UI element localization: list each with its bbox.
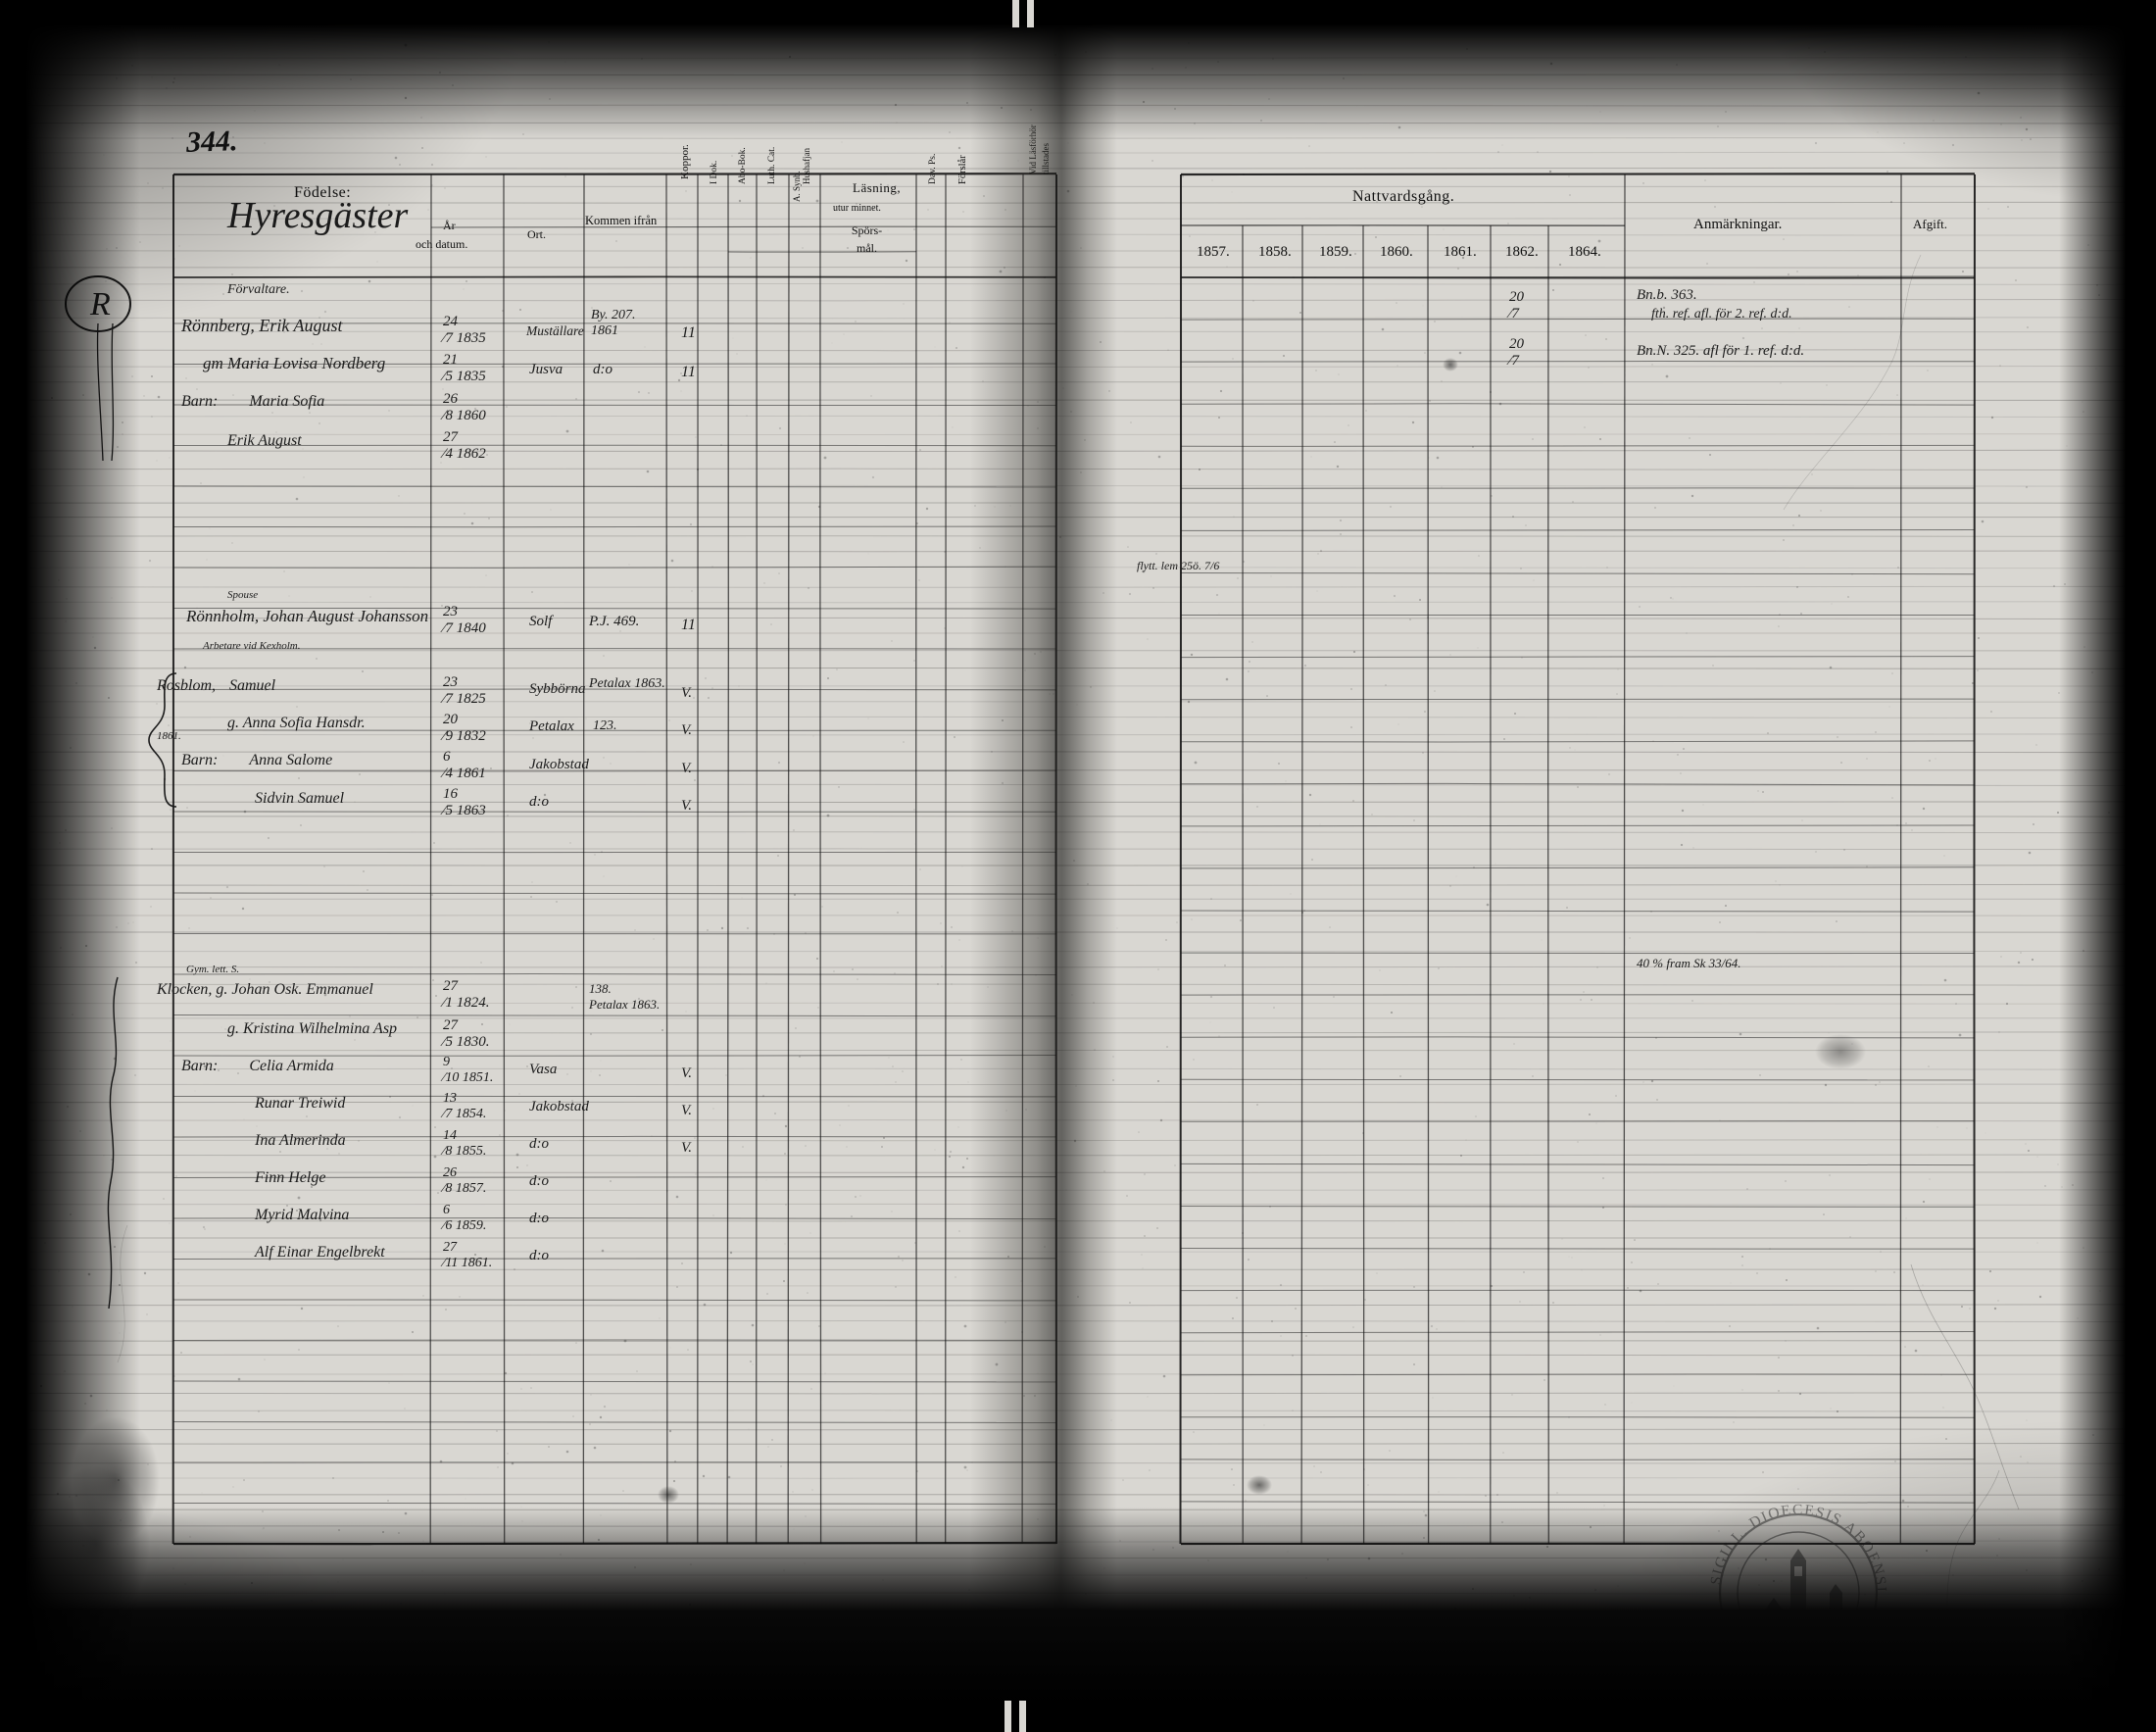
svg-text:AUGUST 1863: AUGUST 1863 — [1752, 1656, 1841, 1683]
